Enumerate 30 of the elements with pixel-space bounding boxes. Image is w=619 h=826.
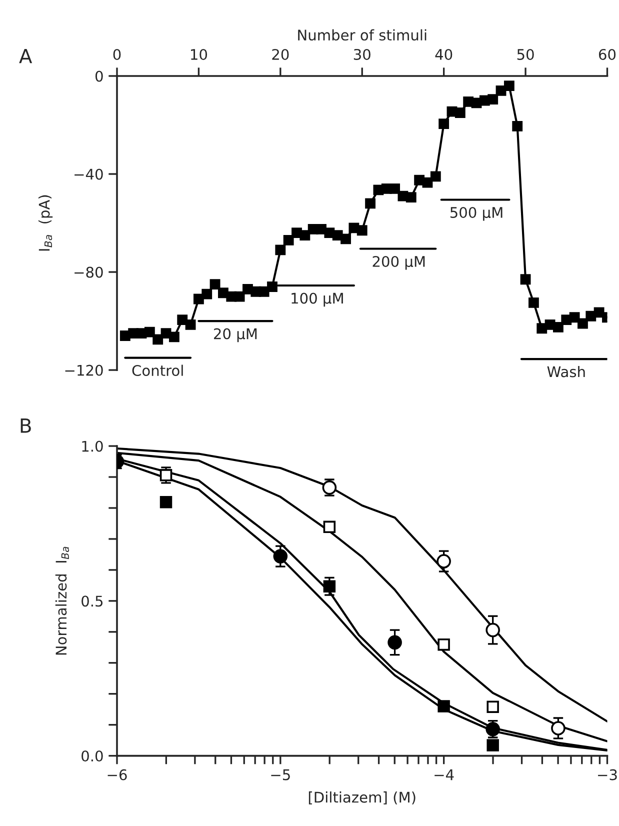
y-tick-label: 1.0 xyxy=(82,440,103,452)
x-tick-label: 50 xyxy=(517,48,534,60)
annotation: 100 μM xyxy=(292,292,343,307)
chart-title: A xyxy=(19,48,32,64)
annotation: Wash xyxy=(547,366,585,378)
x-tick-label: −4 xyxy=(434,769,454,780)
annotation: 200 μM xyxy=(372,256,425,270)
x-tick-label: −3 xyxy=(598,769,617,780)
y-tick-label: 0.5 xyxy=(82,596,103,607)
x-tick-label: −5 xyxy=(271,769,290,780)
y-axis-title: Normalized I$_{Ba}$ xyxy=(55,546,69,655)
y-tick-label: −80 xyxy=(74,266,103,278)
y-tick-label: −40 xyxy=(74,168,103,180)
x-tick-label: 30 xyxy=(354,48,370,60)
x-tick-label: 10 xyxy=(191,48,208,60)
y-tick-label: 0 xyxy=(95,70,103,82)
x-axis-title: Number of stimuli xyxy=(298,29,426,41)
x-tick-label: 0 xyxy=(113,48,121,60)
chart-title: B xyxy=(20,418,31,433)
x-tick-label: 40 xyxy=(435,48,452,60)
annotation: Control xyxy=(132,364,183,376)
x-tick-label: −6 xyxy=(108,769,127,780)
annotation: 20 μM xyxy=(214,328,257,342)
y-tick-label: 0.0 xyxy=(82,750,103,762)
x-tick-label: 20 xyxy=(272,48,289,60)
y-tick-label: −120 xyxy=(65,364,103,376)
annotation: 500 μM xyxy=(450,206,502,221)
x-tick-label: 60 xyxy=(598,48,616,60)
x-axis-title: [Diltiazem] (M) xyxy=(308,791,416,804)
y-axis-title: I$_{Ba}$ (pA) xyxy=(38,195,53,251)
